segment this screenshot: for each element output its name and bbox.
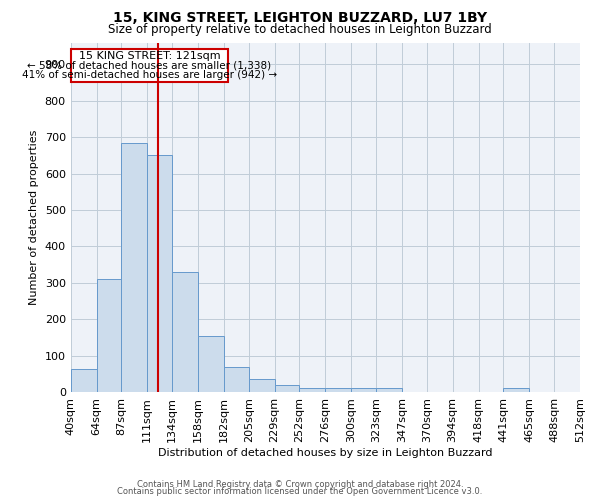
Bar bbox=[376, 388, 402, 392]
Bar bbox=[121, 142, 147, 392]
Text: 15 KING STREET: 121sqm: 15 KING STREET: 121sqm bbox=[79, 50, 220, 60]
Bar bbox=[503, 388, 529, 392]
Bar bbox=[71, 369, 97, 392]
FancyBboxPatch shape bbox=[71, 49, 228, 82]
Bar bbox=[249, 379, 275, 392]
Text: 41% of semi-detached houses are larger (942) →: 41% of semi-detached houses are larger (… bbox=[22, 70, 277, 81]
Bar bbox=[97, 279, 121, 392]
X-axis label: Distribution of detached houses by size in Leighton Buzzard: Distribution of detached houses by size … bbox=[158, 448, 493, 458]
Bar bbox=[325, 388, 351, 392]
Text: Contains HM Land Registry data © Crown copyright and database right 2024.: Contains HM Land Registry data © Crown c… bbox=[137, 480, 463, 489]
Bar bbox=[147, 156, 172, 392]
Y-axis label: Number of detached properties: Number of detached properties bbox=[29, 130, 39, 305]
Text: 15, KING STREET, LEIGHTON BUZZARD, LU7 1BY: 15, KING STREET, LEIGHTON BUZZARD, LU7 1… bbox=[113, 11, 487, 25]
Bar bbox=[299, 388, 325, 392]
Bar bbox=[198, 336, 224, 392]
Text: Size of property relative to detached houses in Leighton Buzzard: Size of property relative to detached ho… bbox=[108, 22, 492, 36]
Text: ← 58% of detached houses are smaller (1,338): ← 58% of detached houses are smaller (1,… bbox=[28, 60, 271, 70]
Bar bbox=[172, 272, 198, 392]
Bar bbox=[275, 386, 299, 392]
Text: Contains public sector information licensed under the Open Government Licence v3: Contains public sector information licen… bbox=[118, 487, 482, 496]
Bar bbox=[224, 367, 249, 392]
Bar bbox=[351, 388, 376, 392]
